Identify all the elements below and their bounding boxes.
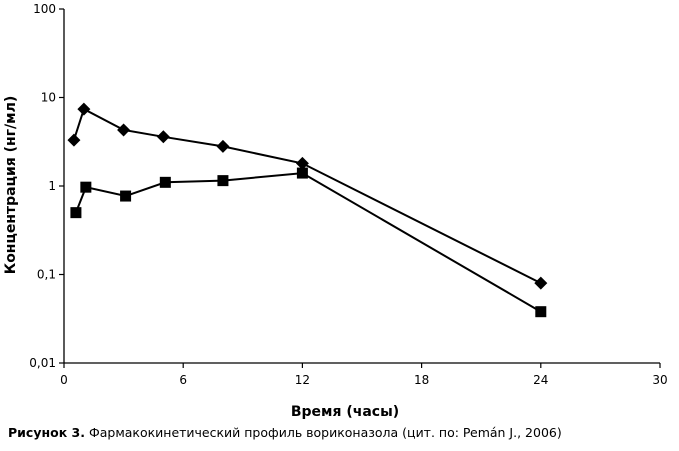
y-axis-title: Концентрация (нг/мл)	[3, 96, 19, 275]
x-axis-title: Время (часы)	[291, 404, 399, 420]
diamond-marker	[295, 156, 309, 170]
series-line	[74, 172, 542, 313]
diamond-marker	[77, 102, 91, 116]
figure-caption: Рисунок 3. Фармакокинетический профиль в…	[8, 425, 562, 440]
chart-series	[67, 102, 548, 318]
y-tick-label: 10	[41, 91, 56, 105]
square-marker	[535, 306, 547, 318]
square-marker	[80, 181, 92, 193]
series-line	[72, 107, 542, 284]
square-marker	[159, 176, 171, 188]
diamond-marker	[216, 139, 230, 153]
chart-ticks: 0,01 0,1 1 10 100 0 6 12 18 24 30	[29, 2, 667, 387]
diamond-marker	[117, 123, 131, 137]
square-marker	[217, 175, 229, 187]
x-tick-label: 24	[533, 373, 548, 387]
series-1	[67, 102, 548, 290]
y-tick-label: 100	[33, 2, 56, 16]
y-tick-label: 0,1	[37, 268, 56, 282]
square-marker	[296, 167, 308, 179]
diamond-marker	[534, 276, 548, 290]
x-tick-label: 6	[179, 373, 187, 387]
figure-caption-lead: Рисунок 3.	[8, 425, 85, 440]
x-tick-label: 12	[295, 373, 310, 387]
diamond-marker	[67, 133, 81, 147]
square-marker	[70, 207, 82, 219]
figure-caption-text: Фармакокинетический профиль вориконазола…	[84, 425, 562, 440]
x-tick-label: 0	[60, 373, 68, 387]
square-marker	[120, 190, 132, 202]
x-tick-label: 30	[652, 373, 667, 387]
y-tick-label: 1	[48, 179, 56, 193]
diamond-marker	[156, 130, 170, 144]
series-2	[70, 167, 547, 318]
x-tick-label: 18	[414, 373, 429, 387]
y-tick-label: 0,01	[29, 356, 56, 370]
